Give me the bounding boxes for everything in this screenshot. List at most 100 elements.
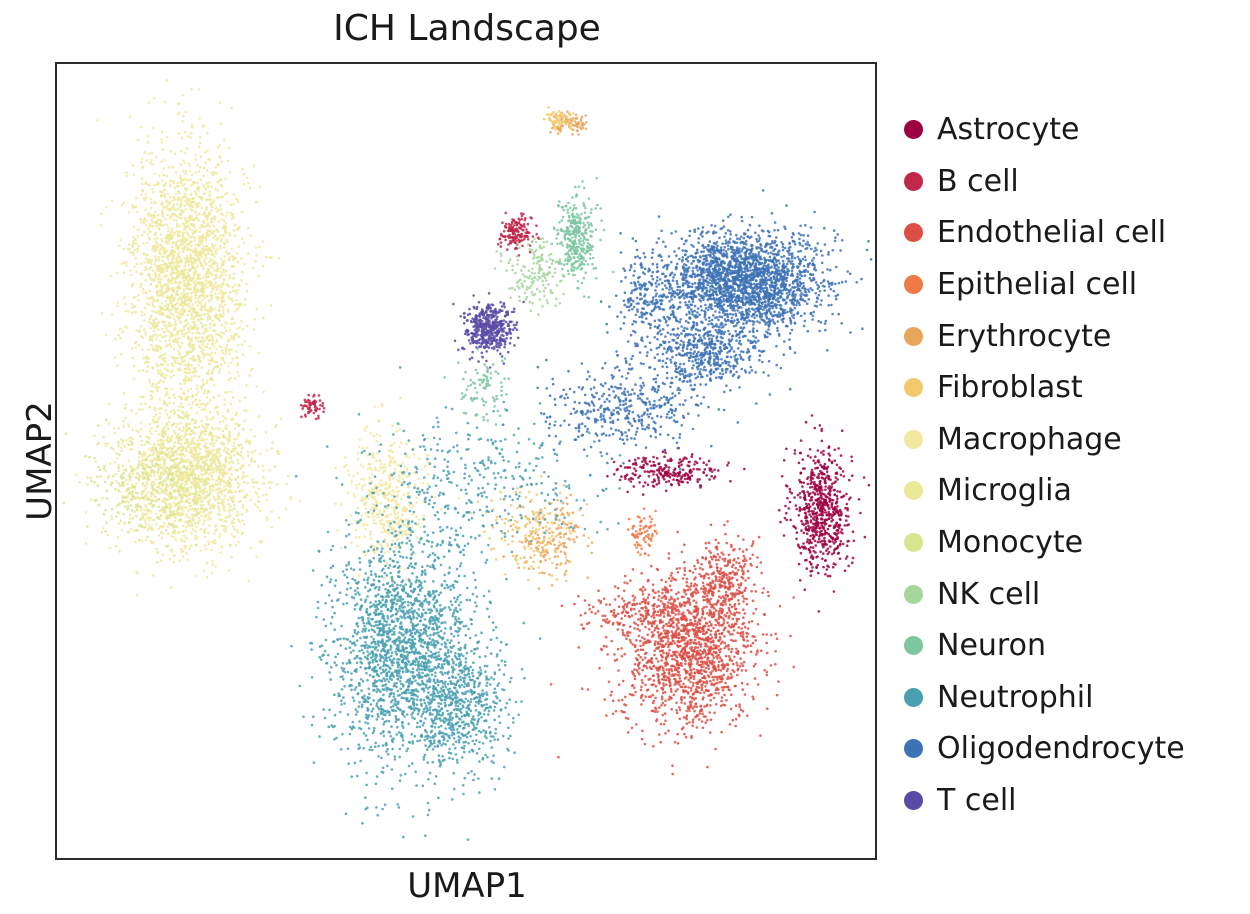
data-point: [729, 633, 732, 636]
data-point: [633, 543, 637, 547]
data-point: [690, 669, 693, 672]
data-point: [701, 556, 705, 560]
data-point: [731, 668, 734, 672]
data-point: [240, 210, 244, 214]
data-point: [718, 578, 722, 582]
data-point: [638, 629, 641, 632]
data-point: [203, 258, 206, 262]
data-point: [218, 144, 222, 147]
data-point: [736, 668, 739, 672]
data-point: [580, 127, 583, 131]
data-point: [687, 475, 690, 479]
data-point: [143, 313, 146, 316]
data-point: [824, 476, 828, 479]
data-point: [804, 502, 808, 506]
data-point: [215, 333, 218, 336]
data-point: [809, 486, 812, 489]
data-point: [672, 625, 675, 629]
data-point: [677, 612, 680, 616]
data-point: [696, 646, 700, 649]
data-point: [130, 302, 134, 306]
data-point: [179, 176, 182, 180]
data-point: [698, 457, 702, 460]
data-point: [803, 493, 806, 497]
data-point: [559, 111, 563, 114]
data-point: [641, 606, 645, 610]
data-point: [641, 668, 644, 672]
data-point: [644, 695, 647, 698]
data-point: [115, 271, 119, 275]
data-point: [809, 570, 812, 573]
data-point: [718, 632, 721, 636]
data-point: [196, 213, 199, 217]
data-point: [170, 388, 173, 391]
data-point: [223, 303, 227, 306]
data-point: [571, 511, 575, 515]
data-point: [673, 740, 677, 744]
data-point: [660, 697, 664, 701]
data-point: [817, 476, 820, 480]
data-point: [706, 600, 709, 604]
data-point: [738, 705, 741, 709]
data-point: [596, 609, 600, 613]
data-point: [651, 588, 655, 592]
data-point: [224, 193, 227, 196]
data-point: [542, 117, 546, 121]
data-point: [585, 121, 588, 124]
data-point: [626, 731, 630, 734]
data-point: [825, 568, 829, 571]
data-point: [706, 645, 709, 648]
data-point: [703, 655, 706, 659]
data-point: [707, 638, 710, 642]
data-point: [505, 222, 508, 226]
data-point: [509, 524, 513, 528]
data-point: [643, 742, 647, 746]
data-point: [724, 590, 728, 594]
data-point: [158, 339, 162, 343]
data-point: [181, 250, 185, 253]
data-point: [714, 644, 718, 647]
data-point: [743, 563, 747, 566]
data-point: [673, 683, 676, 686]
data-point: [670, 690, 673, 693]
data-point: [228, 234, 232, 238]
data-point: [647, 659, 650, 662]
data-point: [247, 227, 250, 230]
data-point: [582, 627, 586, 630]
data-point: [236, 200, 240, 204]
data-point: [632, 621, 636, 624]
data-point: [702, 691, 706, 694]
data-point: [714, 546, 718, 549]
data-point: [710, 475, 713, 478]
data-point: [652, 596, 656, 599]
data-point: [740, 575, 743, 579]
data-point: [567, 123, 570, 126]
data-point: [633, 603, 637, 607]
data-point: [543, 544, 547, 547]
data-point: [162, 167, 165, 170]
data-point: [258, 185, 262, 189]
data-point: [657, 598, 660, 601]
data-point: [714, 651, 718, 655]
data-point: [570, 117, 574, 121]
data-point: [572, 538, 575, 541]
data-point: [179, 198, 183, 201]
data-point: [157, 273, 161, 276]
data-point: [227, 364, 230, 368]
data-point: [709, 629, 713, 633]
data-point: [208, 181, 211, 184]
data-point: [709, 718, 713, 721]
data-point: [173, 152, 177, 156]
data-point: [738, 590, 741, 594]
data-point: [813, 539, 817, 543]
data-point: [664, 590, 668, 594]
data-point: [644, 540, 647, 544]
data-point: [525, 228, 528, 231]
data-point: [662, 682, 665, 685]
data-point: [695, 726, 699, 729]
data-point: [625, 605, 629, 608]
data-point: [782, 534, 786, 537]
data-point: [169, 184, 172, 187]
data-point: [676, 618, 680, 621]
data-point: [224, 177, 227, 180]
